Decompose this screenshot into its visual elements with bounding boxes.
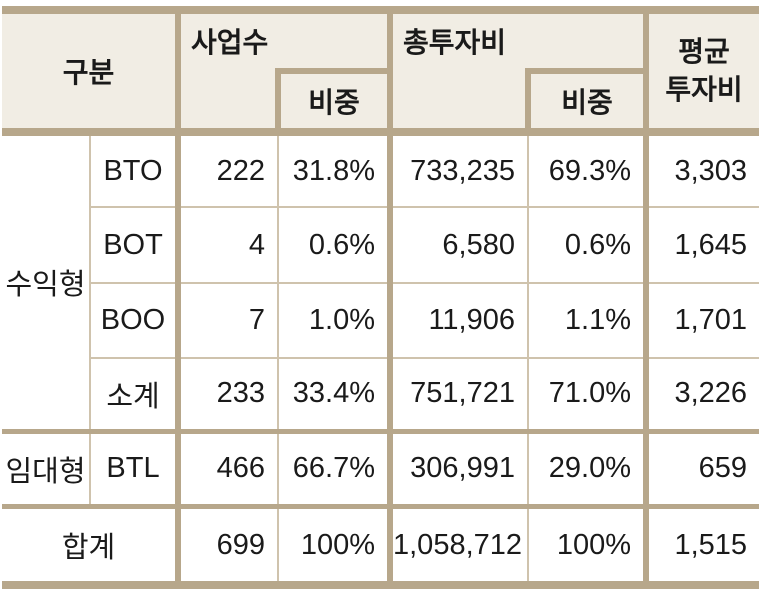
cost-share-cell: 0.6% [526,207,650,284]
count-share-cell: 0.6% [277,207,393,284]
avg-cell: 3,226 [646,357,760,434]
count-share-cell: 33.4% [277,357,393,434]
type-cell: BTO [90,132,181,209]
cost-cell: 733,235 [390,132,528,209]
group-total: 합계 [2,506,181,590]
cost-share-cell: 71.0% [526,357,650,434]
cost-share-cell: 69.3% [526,132,650,209]
header-projects: 사업수 [178,5,393,72]
group-lease: 임대형 [2,431,91,510]
count-cell: 222 [178,132,278,209]
type-cell: BTL [90,431,181,510]
count-share-cell: 31.8% [277,132,393,209]
count-cell: 4 [178,207,278,284]
count-cell: 7 [178,282,278,359]
cost-cell: 6,580 [390,207,528,284]
header-avg-cost-line1: 평균 [678,36,730,68]
count-share-cell: 1.0% [277,282,393,359]
count-cell: 699 [178,506,278,590]
header-category: 구분 [2,5,181,137]
table-row: 임대형 BTL 466 66.7% 306,991 29.0% 659 [2,431,760,510]
header-projects-share: 비중 [275,68,393,137]
avg-cell: 1,645 [646,207,760,284]
cost-cell: 751,721 [390,357,528,434]
avg-cell: 1,701 [646,282,760,359]
header-total-cost: 총투자비 [390,5,650,72]
avg-cell: 1,515 [646,506,760,590]
cost-cell: 306,991 [390,431,528,510]
table-row: BOT 4 0.6% 6,580 0.6% 1,645 [2,207,760,284]
table-row: 소계 233 33.4% 751,721 71.0% 3,226 [2,357,760,434]
header-avg-cost-line2: 투자비 [665,74,743,106]
type-cell: BOT [90,207,181,284]
group-profit: 수익형 [2,132,91,434]
avg-cell: 3,303 [646,132,760,209]
type-cell: 소계 [90,357,181,434]
count-share-cell: 66.7% [277,431,393,510]
table-row: 합계 699 100% 1,058,712 100% 1,515 [2,506,760,590]
cost-cell: 11,906 [390,282,528,359]
table-row: 수익형 BTO 222 31.8% 733,235 69.3% 3,303 [2,132,760,434]
count-cell: 233 [178,357,278,434]
table-row: BOO 7 1.0% 11,906 1.1% 1,701 [2,282,760,359]
header-avg-cost: 평균 투자비 [646,5,760,137]
avg-cell: 659 [646,431,760,510]
type-cell: BOO [90,282,181,359]
cost-share-cell: 1.1% [526,282,650,359]
header-cost-share: 비중 [524,68,650,137]
cost-share-cell: 29.0% [526,431,650,510]
count-cell: 466 [178,431,278,510]
count-share-cell: 100% [277,506,393,590]
cost-share-cell: 100% [526,506,650,590]
investment-table: 구분 사업수 총투자비 평균 투자비 비중 비중 수익형 BTO 222 31.… [2,5,760,590]
cost-cell: 1,058,712 [390,506,528,590]
